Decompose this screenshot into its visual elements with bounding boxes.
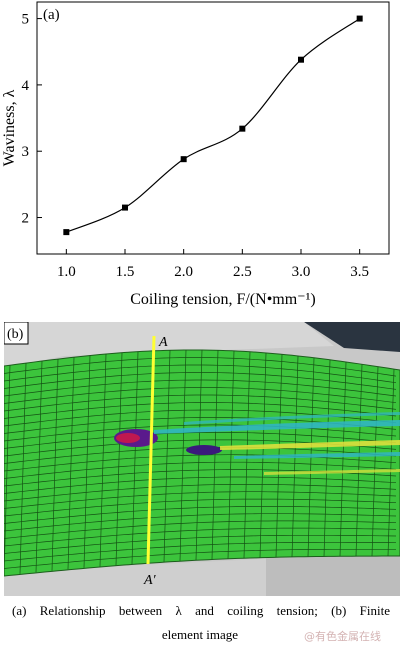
label-a-top: A (158, 335, 168, 350)
mesh-column-line (115, 352, 123, 566)
wave-band-yellow-2 (264, 469, 400, 475)
mesh-row-line (4, 364, 397, 384)
y-axis-label: Waviness, λ (1, 89, 18, 166)
mesh-row-line (4, 454, 397, 472)
mesh-row-line (4, 541, 397, 562)
mesh-column-line (243, 351, 251, 559)
panel-label-a: (a) (43, 7, 60, 23)
mesh-row-line (4, 394, 397, 412)
mesh-row-line (4, 491, 397, 509)
series-line (66, 18, 361, 233)
mesh-row-line (4, 387, 397, 404)
x-tick-label: 1.0 (57, 264, 76, 280)
roller-top (4, 322, 334, 368)
mesh-row-line (4, 527, 397, 547)
y-tick-label: 4 (22, 78, 30, 94)
roller-shadow (266, 554, 400, 596)
wave-peak-red (116, 433, 140, 443)
mesh-column-line (387, 369, 395, 557)
plot-frame (36, 1, 390, 255)
mesh-column-line (83, 355, 91, 568)
x-axis-label: Coiling tension, F/(N•mm⁻¹) (130, 291, 316, 308)
data-point (239, 125, 246, 132)
mesh-column-line (339, 361, 347, 557)
mesh-column-line (4, 365, 11, 576)
mesh-row-line (4, 372, 397, 390)
mesh-row-line (4, 402, 397, 419)
mesh-row-line (4, 357, 397, 377)
mesh-column-line (51, 359, 59, 571)
mesh-column-line (179, 349, 187, 561)
label-a-bottom: A′ (143, 573, 157, 588)
x-tick-label: 1.5 (116, 264, 135, 280)
mesh-column-line (19, 363, 27, 574)
mesh-row-line (4, 461, 397, 479)
wave-band-cyan-1 (154, 420, 400, 434)
panel-label-b: (b) (7, 327, 24, 342)
dark-corner (304, 322, 400, 352)
x-tick-label: 2.5 (233, 264, 252, 280)
figure-caption-line2: element image (161, 627, 239, 642)
x-tick-label: 3.0 (292, 264, 311, 280)
x-tick-label: 3.5 (350, 264, 369, 280)
mesh-column-line (211, 350, 219, 560)
mesh-row-line (4, 484, 397, 502)
waviness-chart: 1.0 1.5 2.0 2.5 3.0 3.5 2 3 4 5 (a) Coiling tension… (0, 0, 400, 322)
data-point (63, 229, 70, 236)
mesh-row-line (4, 476, 397, 494)
y-tick-label: 2 (22, 211, 30, 227)
panel-label-b-box (4, 322, 29, 345)
data-point (356, 15, 363, 22)
mesh-column-line (195, 349, 203, 561)
mesh-row-line (4, 534, 397, 554)
chart-svg: 1.0 1.5 2.0 2.5 3.0 3.5 2 3 4 5 (a) Coiling tension… (1, 1, 390, 308)
mesh-row-line (4, 548, 396, 569)
mesh-column-line (371, 366, 379, 557)
data-point (180, 156, 187, 163)
mesh-row-line (4, 379, 397, 397)
figure-caption-line1: (a) Relationship between λ and coiling t… (12, 603, 390, 618)
mesh-row-line (4, 498, 397, 517)
mesh-column-line (131, 351, 139, 564)
x-tick-label: 2.0 (174, 264, 193, 280)
mesh-column-line (99, 353, 107, 567)
mesh-column-line (35, 361, 43, 573)
mesh-column-line (67, 357, 75, 570)
finite-element-image: A A′ (b) (4, 322, 400, 596)
mesh-row-line (4, 432, 397, 449)
wave-band-cyan-2 (234, 452, 400, 459)
mesh-column-line (323, 359, 331, 557)
fe-svg: A A′ (b) (4, 322, 400, 596)
data-point (298, 56, 304, 63)
y-tick-label: 3 (22, 144, 30, 160)
mesh-column-line (227, 350, 235, 559)
wave-band-yellow (220, 440, 400, 450)
data-point (122, 204, 128, 211)
section-line-a (146, 335, 156, 565)
wave-band-cyan-3 (184, 412, 400, 425)
mesh-column-line (355, 364, 363, 557)
wave-trough-purple (186, 445, 222, 455)
mesh-column-line (163, 350, 171, 562)
watermark: @有色金属在线 (304, 630, 381, 643)
y-tick-label: 5 (22, 12, 30, 28)
